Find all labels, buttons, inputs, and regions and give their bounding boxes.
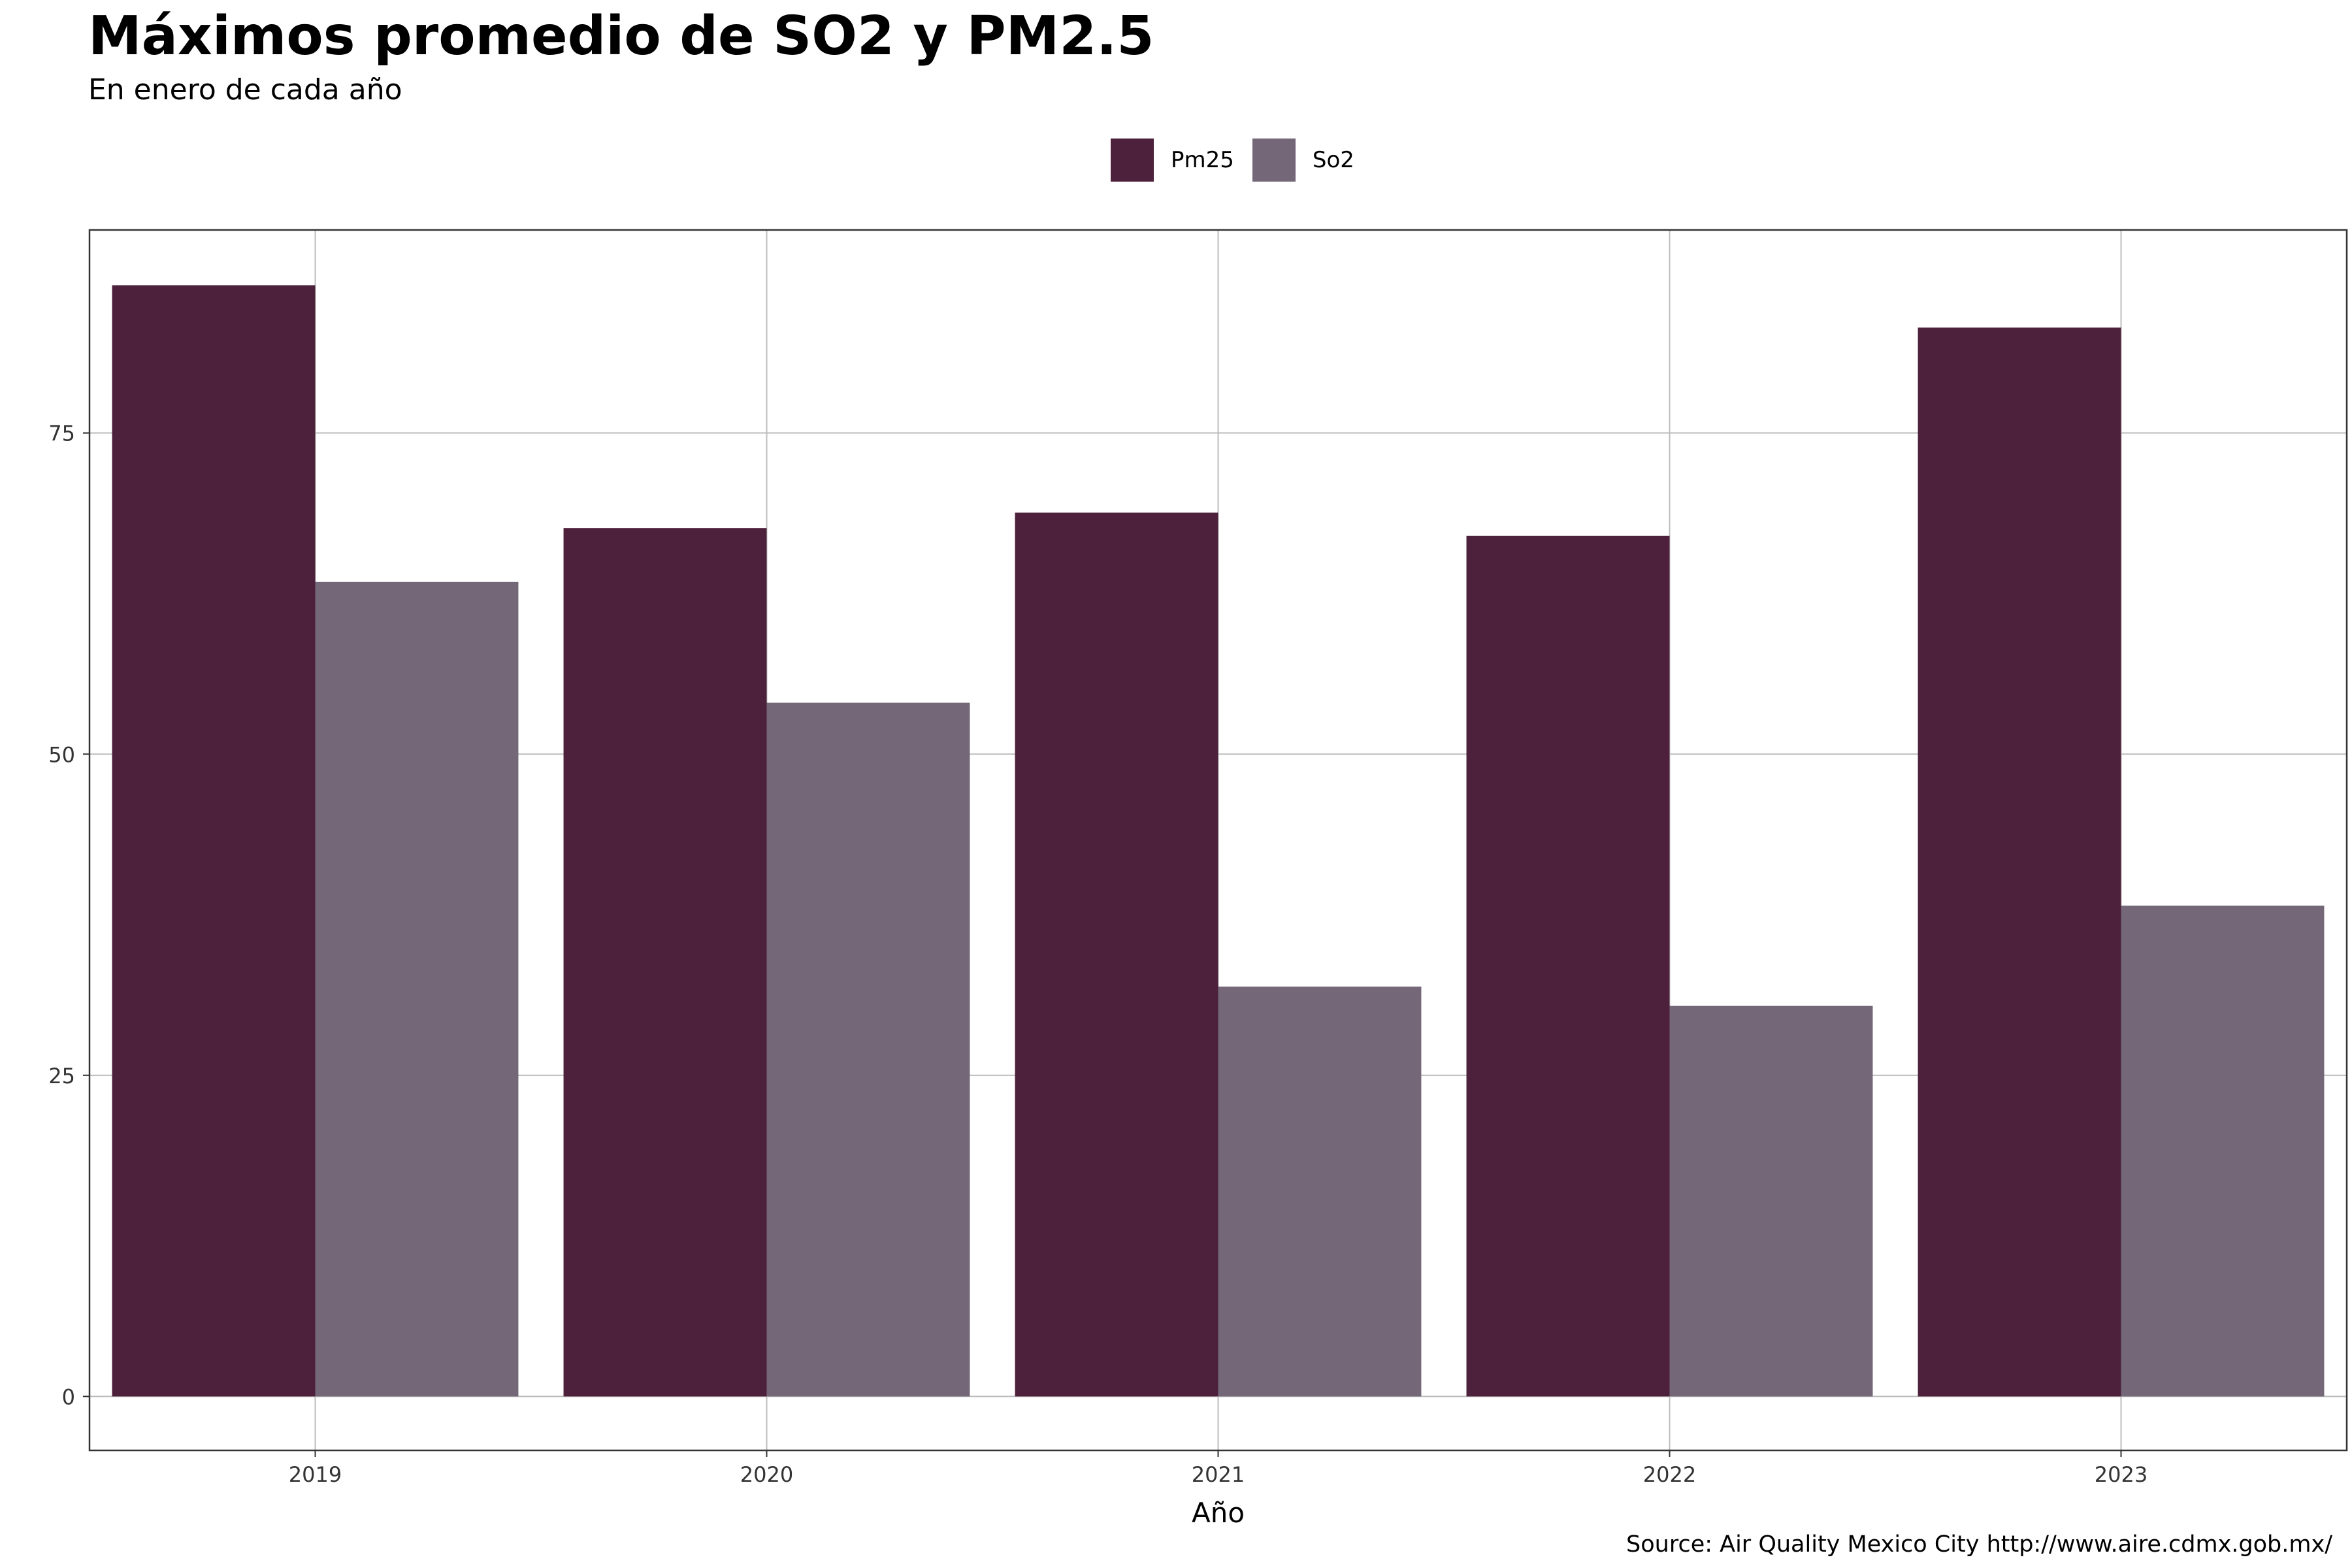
bar-so2-2021 <box>1218 987 1422 1397</box>
bar-pm25-2020 <box>563 528 767 1397</box>
bar-so2-2022 <box>1669 1005 1873 1397</box>
legend-label-so2: So2 <box>1312 147 1354 173</box>
chart-subtitle: En enero de cada año <box>88 73 402 106</box>
x-tick-label: 2019 <box>289 1462 342 1487</box>
y-tick-label: 75 <box>48 421 75 446</box>
x-tick-label: 2021 <box>1192 1462 1245 1487</box>
legend-label-pm25: Pm25 <box>1171 147 1234 173</box>
x-axis-title: Año <box>1192 1497 1245 1529</box>
bar-pm25-2021 <box>1015 512 1218 1397</box>
bar-pm25-2019 <box>112 285 316 1397</box>
legend-item-so2: So2 <box>1252 139 1354 182</box>
legend-swatch-pm25 <box>1111 139 1154 182</box>
bar-pm25-2023 <box>1918 327 2121 1397</box>
y-tick-label: 25 <box>48 1064 75 1088</box>
source-caption: Source: Air Quality Mexico City http://w… <box>1626 1531 2332 1558</box>
legend-item-pm25: Pm25 <box>1111 139 1234 182</box>
x-tick-label: 2023 <box>2095 1462 2148 1487</box>
bar-so2-2019 <box>315 581 519 1397</box>
x-tick-label: 2022 <box>1643 1462 1696 1487</box>
y-tick-label: 50 <box>48 742 75 767</box>
bar-pm25-2022 <box>1466 535 1670 1397</box>
y-tick-label: 0 <box>62 1384 75 1409</box>
bar-so2-2023 <box>2121 906 2325 1397</box>
chart-title: Máximos promedio de SO2 y PM2.5 <box>88 5 1154 67</box>
legend-swatch-so2 <box>1252 139 1296 182</box>
bar-so2-2020 <box>766 702 970 1397</box>
x-tick-label: 2020 <box>740 1462 793 1487</box>
legend: Pm25 So2 <box>1111 139 1373 182</box>
